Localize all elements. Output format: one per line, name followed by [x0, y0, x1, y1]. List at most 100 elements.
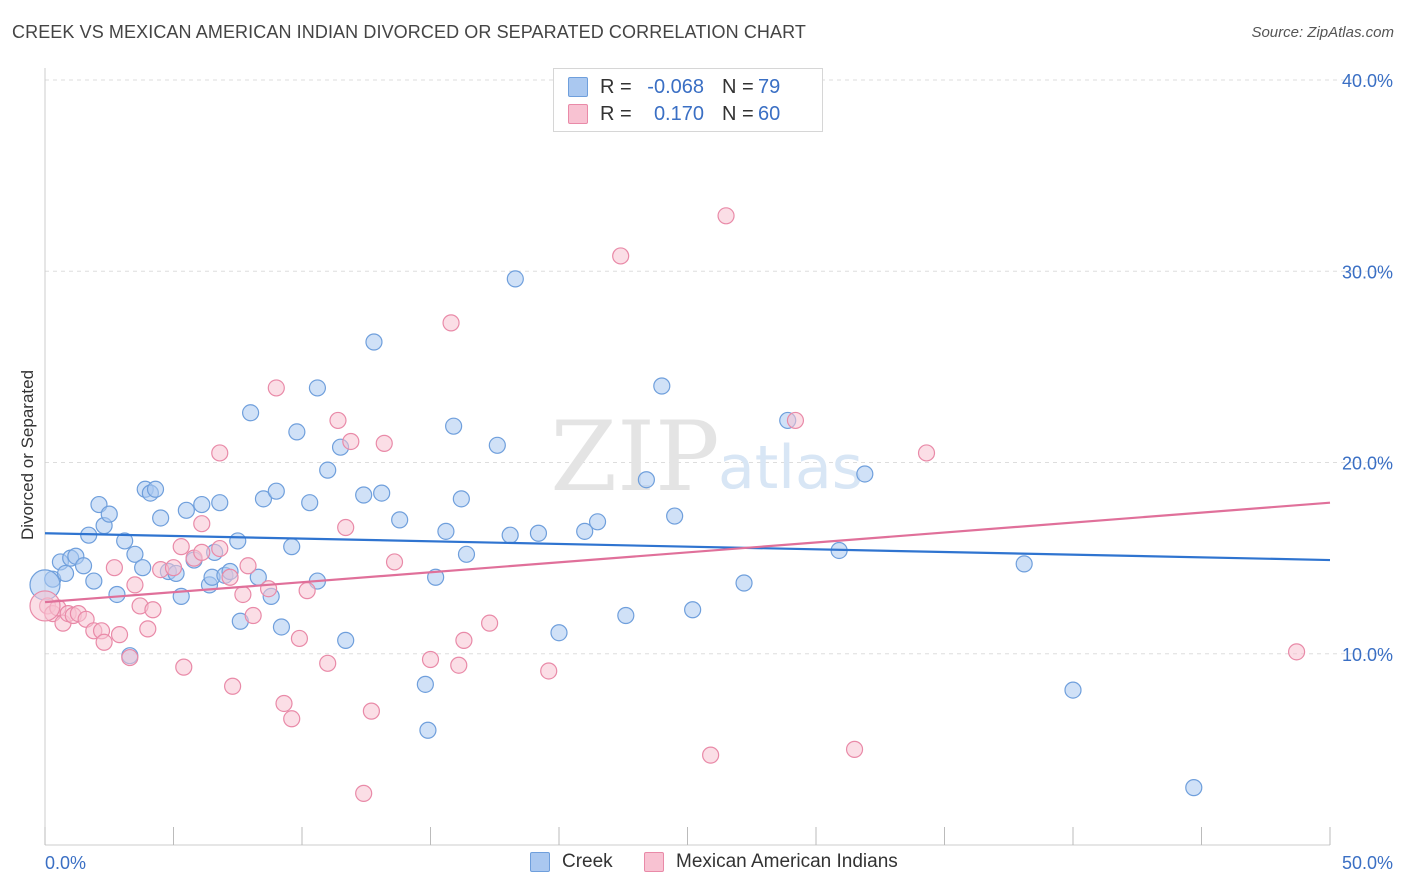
- mexican-american-indians-point: [355, 784, 373, 802]
- creek-point: [666, 507, 684, 525]
- chart-title: CREEK VS MEXICAN AMERICAN INDIAN DIVORCE…: [12, 22, 806, 42]
- creek-point: [100, 505, 118, 523]
- creek-point: [501, 526, 519, 544]
- creek-point: [550, 624, 568, 642]
- mexican-american-indians-point: [450, 656, 468, 674]
- mexican-american-indians-point: [221, 568, 239, 586]
- creek-point: [529, 524, 548, 542]
- creek-swatch: [568, 77, 588, 97]
- source-label: Source: ZipAtlas.com: [1251, 24, 1394, 41]
- mexican-american-indians-point: [95, 633, 113, 651]
- legend-item-mexican-american-indians[interactable]: Mexican American Indians: [644, 851, 898, 873]
- creek-point: [419, 721, 437, 739]
- trend-lines: [44, 501, 1331, 604]
- creek-point: [437, 522, 455, 540]
- mexican-american-indians-point: [455, 631, 473, 649]
- mexican-american-indians-point: [259, 580, 278, 598]
- stats-legend: R = -0.068 N = 79 R = 0.170 N = 60: [553, 68, 823, 132]
- mexican-american-indians-point: [917, 444, 936, 462]
- legend-label: Creek: [562, 851, 613, 872]
- mexican-american-indians-point: [29, 590, 61, 622]
- y-tick-label: 10.0%: [1342, 645, 1393, 665]
- creek-point: [319, 461, 337, 479]
- mexican-american-indians-point: [164, 559, 183, 577]
- legend-item-creek[interactable]: Creek: [530, 851, 613, 873]
- creek-point: [267, 482, 285, 500]
- mexican-american-indians-point: [121, 648, 139, 667]
- creek-point: [637, 471, 655, 489]
- mexican-american-indians-swatch: [568, 104, 588, 124]
- creek-point: [308, 379, 327, 397]
- creek-point: [588, 513, 607, 531]
- mexican-american-indians-point: [362, 702, 380, 720]
- mexican-american-indians-point: [786, 411, 805, 430]
- creek-point: [653, 377, 671, 395]
- mexican-american-indians-point: [172, 538, 190, 556]
- creek-point: [242, 404, 260, 422]
- mexican-american-indians-point: [275, 694, 293, 713]
- mexican-american-indians-point: [193, 515, 211, 533]
- mexican-american-indians-point: [298, 582, 316, 600]
- legend-label: Mexican American Indians: [676, 851, 898, 872]
- mexican-american-indians-point: [211, 539, 229, 558]
- mexican-american-indians-point: [329, 411, 347, 430]
- creek-point: [337, 631, 355, 649]
- mexican-american-indians-point: [702, 746, 720, 764]
- creek-point: [684, 601, 702, 619]
- creek-point: [85, 572, 103, 590]
- mexican-american-indians-point: [337, 518, 355, 537]
- creek-point: [856, 465, 874, 483]
- mexican-american-indians-point: [110, 626, 129, 644]
- creek-point: [56, 564, 75, 583]
- creek-point: [177, 501, 195, 519]
- creek-point: [617, 606, 635, 625]
- creek-trend-line: [44, 532, 1331, 562]
- creek-point: [457, 545, 476, 563]
- stats-row-mexican-american-indians: R = 0.170 N = 60: [568, 102, 780, 126]
- creek-point: [254, 490, 273, 508]
- mexican-american-indians-point: [540, 662, 558, 680]
- x-tick-label-min: 0.0%: [45, 853, 86, 873]
- r-label: R =: [600, 75, 632, 98]
- r-value: -0.068: [647, 75, 704, 98]
- tick-labels: 10.0% 20.0% 30.0% 40.0% 0.0% 50.0%: [45, 71, 1393, 873]
- mexican-american-indians-point: [211, 444, 229, 462]
- creek-point: [288, 423, 306, 441]
- mexican-american-indians-point: [267, 379, 285, 397]
- creek-point: [126, 545, 144, 563]
- watermark-zip: ZIP: [550, 401, 719, 513]
- creek-point: [391, 511, 409, 529]
- mexican-american-indians-point: [421, 650, 440, 669]
- watermark-atlas: atlas: [718, 433, 863, 503]
- series-legend: Creek Mexican American Indians: [0, 851, 1406, 877]
- creek-point: [416, 675, 434, 693]
- y-tick-label: 40.0%: [1342, 71, 1393, 91]
- creek-point: [488, 436, 506, 454]
- creek-point: [735, 574, 753, 592]
- creek-point: [373, 484, 391, 502]
- n-value: 60: [758, 102, 781, 125]
- creek-point: [152, 509, 170, 527]
- n-label: N =: [722, 75, 754, 98]
- mexican-american-indians-point: [175, 658, 193, 676]
- stats-row-creek: R = -0.068 N = 79: [568, 75, 780, 99]
- creek-point: [1185, 779, 1203, 797]
- mexican-american-indians-point: [481, 614, 499, 632]
- mexican-american-indians-point: [283, 710, 301, 728]
- creek-point: [134, 559, 152, 577]
- mexican-american-indians-point: [239, 557, 257, 575]
- creek-point: [74, 557, 93, 575]
- mexican-american-indians-point: [193, 543, 211, 561]
- mexican-american-indians-point: [139, 620, 157, 638]
- mexican-american-indians-point: [319, 654, 337, 672]
- mexican-american-indians-point: [1287, 643, 1306, 661]
- data-points: [29, 207, 1306, 802]
- r-value: 0.170: [653, 102, 704, 125]
- mexican-american-indians-point: [224, 677, 242, 695]
- creek-point: [108, 585, 126, 604]
- mexican-american-indians-point: [144, 601, 162, 619]
- mexican-american-indians-swatch: [644, 852, 664, 872]
- creek-point: [229, 532, 247, 550]
- creek-point: [506, 270, 524, 288]
